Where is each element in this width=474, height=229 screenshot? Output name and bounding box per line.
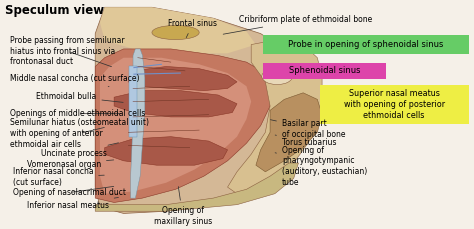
Polygon shape <box>100 58 251 194</box>
Ellipse shape <box>262 68 292 85</box>
Text: Openings of middle ethmoidal cells: Openings of middle ethmoidal cells <box>10 109 146 118</box>
Polygon shape <box>95 7 313 213</box>
Polygon shape <box>105 137 228 165</box>
Text: Basilar part
of occipital bone: Basilar part of occipital bone <box>271 119 346 139</box>
Polygon shape <box>95 163 299 211</box>
Text: Probe in opening of sphenoidal sinus: Probe in opening of sphenoidal sinus <box>288 40 444 49</box>
FancyBboxPatch shape <box>263 63 386 79</box>
Text: Semilunar hiatus (osteomeatal unit)
with opening of anterior
ethmoidal air cells: Semilunar hiatus (osteomeatal unit) with… <box>10 118 149 149</box>
Polygon shape <box>131 49 145 198</box>
Text: Superior nasal meatus
with opening of posterior
ethmoidal cells: Superior nasal meatus with opening of po… <box>344 89 445 120</box>
Polygon shape <box>256 93 322 172</box>
Text: Ethmoidal bulla: Ethmoidal bulla <box>36 92 123 102</box>
Polygon shape <box>100 7 256 53</box>
Polygon shape <box>228 40 322 194</box>
FancyBboxPatch shape <box>263 35 469 55</box>
Text: Uncinate process: Uncinate process <box>41 143 118 158</box>
Text: Opening of nasolacrimal duct: Opening of nasolacrimal duct <box>12 186 126 197</box>
Bar <box>129 66 137 137</box>
Polygon shape <box>114 91 237 117</box>
Text: Inferior nasal meatus: Inferior nasal meatus <box>27 197 118 210</box>
Text: Opening of
maxillary sinus: Opening of maxillary sinus <box>154 187 212 226</box>
Polygon shape <box>128 66 237 91</box>
FancyBboxPatch shape <box>319 85 469 123</box>
Ellipse shape <box>152 25 199 40</box>
Text: Opening of
pharyngotympanic
(auditory, eustachian)
tube: Opening of pharyngotympanic (auditory, e… <box>275 146 367 187</box>
Text: Vomeronasal organ: Vomeronasal organ <box>27 160 114 169</box>
Text: Cribriform plate of ethmoidal bone: Cribriform plate of ethmoidal bone <box>223 15 373 34</box>
Text: Sphenoidal sinus: Sphenoidal sinus <box>289 66 360 75</box>
Text: Speculum view: Speculum view <box>5 4 105 17</box>
Text: Probe passing from semilunar
hiatus into frontal sinus via
frontonasal duct: Probe passing from semilunar hiatus into… <box>10 36 125 67</box>
Text: Inferior nasal concha
(cut surface): Inferior nasal concha (cut surface) <box>12 167 104 187</box>
Polygon shape <box>95 49 270 202</box>
Text: Torus tubarius: Torus tubarius <box>275 135 337 147</box>
Text: Frontal sinus: Frontal sinus <box>168 19 218 38</box>
Text: Middle nasal concha (cut surface): Middle nasal concha (cut surface) <box>10 74 140 87</box>
